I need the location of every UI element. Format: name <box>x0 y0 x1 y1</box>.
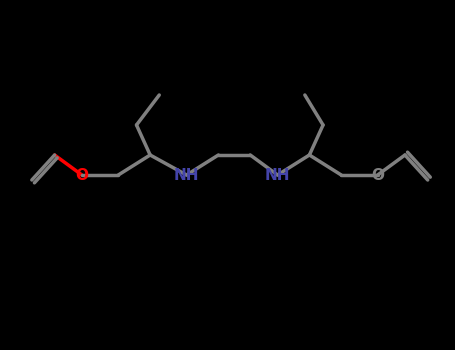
Text: O: O <box>76 168 88 182</box>
Text: NH: NH <box>265 168 290 182</box>
Text: NH: NH <box>174 168 199 182</box>
Text: O: O <box>371 168 384 182</box>
